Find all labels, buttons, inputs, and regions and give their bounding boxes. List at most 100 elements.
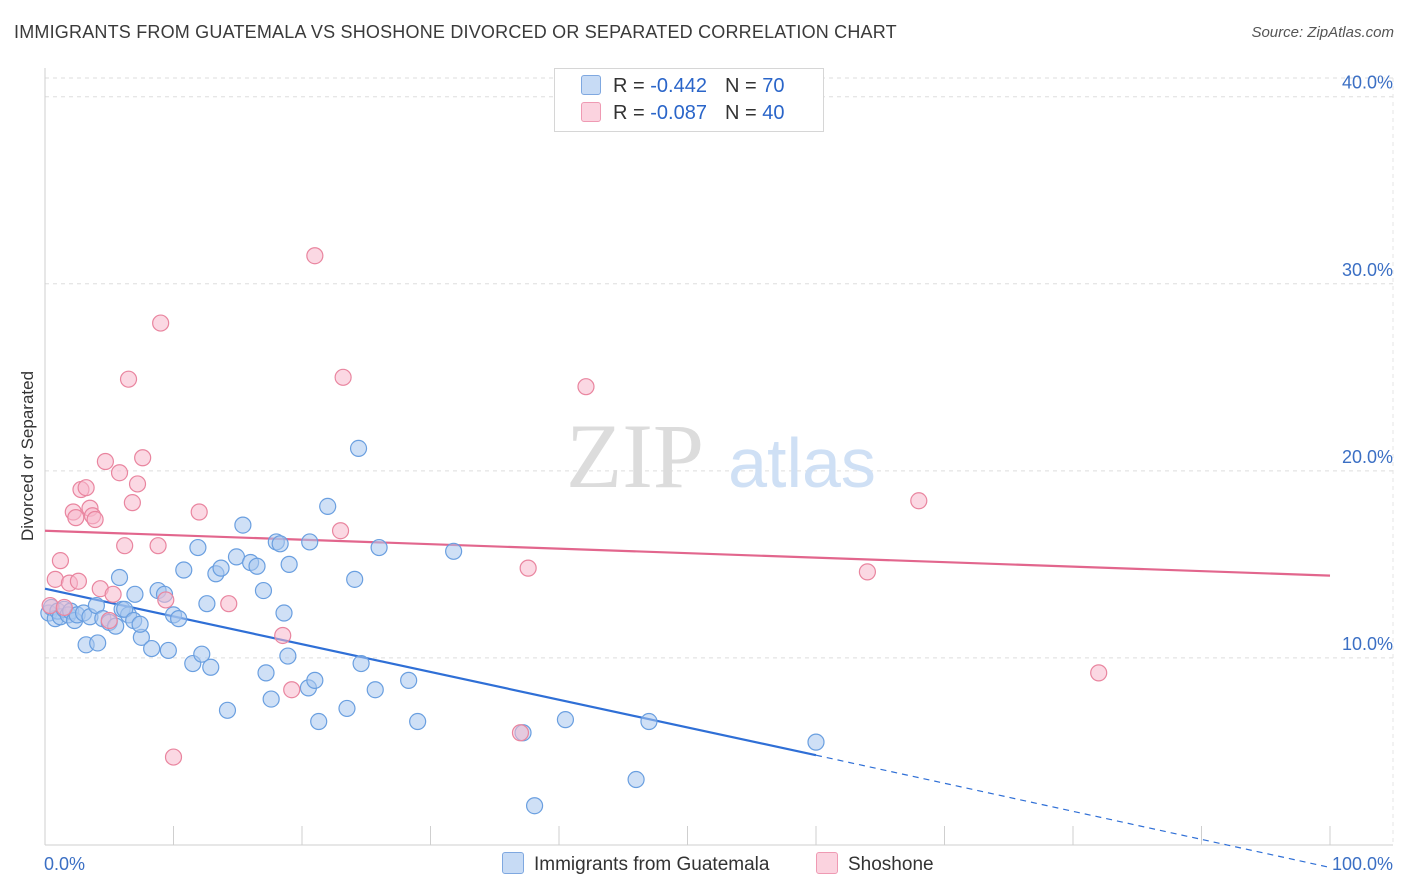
point-guatemala [338, 699, 356, 718]
point-guatemala [254, 581, 273, 600]
point-guatemala [640, 712, 658, 731]
gridlines [45, 77, 1394, 845]
point-guatemala [257, 664, 275, 682]
point-guatemala [271, 535, 289, 553]
point-guatemala [218, 701, 237, 719]
point-guatemala [346, 570, 364, 588]
point-guatemala [366, 681, 384, 699]
point-guatemala [525, 797, 544, 815]
series-legend: Immigrants from Guatemala Shoshone [0, 852, 1406, 878]
point-guatemala [275, 604, 293, 622]
point-shoshone [511, 724, 530, 742]
point-shoshone [100, 611, 118, 630]
stats-row-shoshone: R = -0.087 N = 40 [581, 102, 784, 126]
point-shoshone [119, 370, 138, 388]
point-guatemala [175, 561, 193, 579]
point-shoshone [220, 595, 238, 613]
n-label: N = [724, 102, 763, 124]
y-tick-label: 40.0% [1342, 73, 1393, 93]
point-guatemala [280, 555, 298, 573]
point-shoshone [274, 626, 292, 645]
point-guatemala [126, 585, 144, 603]
point-guatemala [409, 712, 427, 731]
point-shoshone [157, 591, 175, 609]
point-guatemala [627, 770, 645, 789]
n-value: 70 [762, 75, 785, 97]
legend-swatch-shoshone [816, 852, 838, 874]
point-shoshone [51, 552, 70, 570]
point-guatemala [234, 516, 252, 534]
point-guatemala [212, 559, 230, 577]
point-shoshone [283, 681, 301, 699]
n-value: 40 [762, 102, 785, 124]
y-tick-label: 30.0% [1342, 260, 1393, 280]
legend-item-shoshone[interactable]: Shoshone [816, 852, 934, 876]
point-shoshone [190, 503, 208, 521]
legend-item-guatemala[interactable]: Immigrants from Guatemala [502, 852, 769, 876]
point-guatemala [193, 645, 211, 663]
trendline-guatemala [44, 587, 817, 757]
point-shoshone [67, 509, 85, 527]
point-shoshone [152, 314, 170, 332]
legend-label-guatemala: Immigrants from Guatemala [534, 854, 770, 875]
swatch-shoshone [581, 102, 601, 122]
source-label: Source: ZipAtlas.com [1251, 24, 1394, 41]
point-guatemala [319, 497, 337, 515]
r-value: -0.087 [650, 102, 707, 124]
legend-label-shoshone: Shoshone [848, 854, 934, 875]
point-guatemala [198, 595, 216, 613]
point-shoshone [116, 537, 134, 555]
tick-labels: 10.0% 20.0% 30.0% 40.0% 0.0% 100.0% [44, 73, 1393, 874]
point-guatemala [131, 615, 149, 633]
y-tick-label: 20.0% [1342, 447, 1393, 467]
chart-title: IMMIGRANTS FROM GUATEMALA VS SHOSHONE DI… [14, 22, 897, 42]
point-guatemala [116, 600, 134, 618]
point-shoshone [110, 464, 129, 482]
point-guatemala [306, 671, 324, 689]
point-shoshone [149, 537, 167, 555]
point-shoshone [306, 247, 324, 265]
n-label: N = [724, 75, 763, 97]
point-guatemala [310, 712, 328, 731]
point-guatemala [556, 711, 575, 729]
r-value: -0.442 [650, 75, 707, 97]
point-guatemala [159, 641, 177, 660]
point-shoshone [1090, 664, 1108, 682]
point-shoshone [77, 479, 95, 497]
point-guatemala [143, 639, 161, 658]
point-shoshone [123, 494, 141, 512]
trendline-guatemala-extension [815, 754, 1331, 869]
watermark-atlas: atlas [728, 424, 876, 502]
watermark: ZIP atlas [566, 405, 876, 507]
point-shoshone [134, 449, 152, 467]
point-shoshone [41, 596, 59, 615]
point-shoshone [858, 563, 877, 581]
point-guatemala [352, 654, 370, 673]
point-guatemala [170, 610, 188, 628]
point-guatemala [189, 538, 207, 557]
point-shoshone [104, 585, 122, 603]
watermark-zip: ZIP [566, 405, 704, 507]
point-guatemala [89, 634, 107, 652]
point-guatemala [110, 568, 129, 587]
point-guatemala [400, 671, 418, 689]
swatch-guatemala [581, 75, 601, 95]
r-label: R = [613, 75, 651, 97]
point-guatemala [370, 538, 388, 557]
stats-legend: R = -0.442 N = 70 R = -0.087 N = 40 [554, 68, 824, 132]
point-shoshone [96, 452, 114, 471]
stats-row-guatemala: R = -0.442 N = 70 [581, 75, 784, 99]
point-guatemala [301, 533, 319, 551]
point-shoshone [86, 510, 104, 529]
trendline-shoshone [44, 529, 1331, 577]
point-guatemala [445, 542, 463, 560]
x-tick-label: 0.0% [44, 854, 85, 874]
point-shoshone [910, 492, 928, 510]
point-guatemala [807, 733, 825, 751]
y-tick-label: 10.0% [1342, 634, 1393, 654]
point-shoshone [128, 475, 147, 493]
point-shoshone [55, 598, 73, 617]
point-shoshone [69, 572, 88, 590]
point-guatemala [262, 690, 280, 708]
